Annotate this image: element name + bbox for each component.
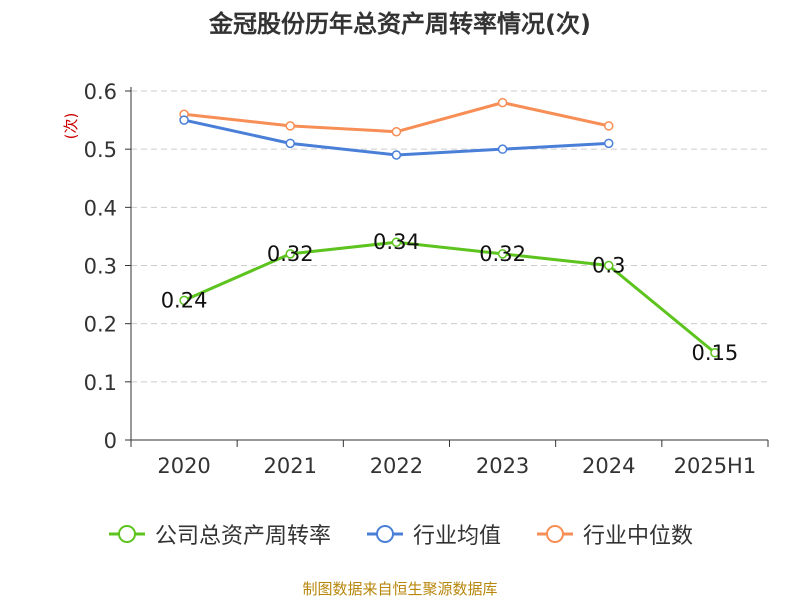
legend-marker-icon <box>537 525 573 543</box>
y-tick-label: 0.5 <box>84 138 117 162</box>
legend: 公司总资产周转率 行业均值 行业中位数 <box>0 518 800 550</box>
data-point <box>604 138 614 149</box>
x-tick-label: 2023 <box>476 454 529 478</box>
data-point <box>604 121 614 131</box>
y-tick-label: 0.4 <box>84 196 117 220</box>
data-label: 0.3 <box>592 254 625 278</box>
series-line-0 <box>183 240 716 354</box>
y-tick-label: 0.2 <box>84 313 117 337</box>
source-note: 制图数据来自恒生聚源数据库 <box>302 580 498 598</box>
legend-label: 行业中位数 <box>583 524 694 549</box>
legend-item-1[interactable]: 行业均值 <box>365 518 501 550</box>
data-point <box>497 144 508 154</box>
x-tick-label: 2020 <box>157 454 210 478</box>
legend-item-2[interactable]: 行业中位数 <box>535 518 693 550</box>
data-label: 0.34 <box>373 230 420 254</box>
y-tick-label: 0 <box>104 429 117 453</box>
legend-marker-icon <box>366 525 403 543</box>
legend-marker-icon <box>108 525 145 543</box>
legend-item-0[interactable]: 公司总资产周转率 <box>107 518 331 550</box>
x-tick-label: 2021 <box>264 454 317 478</box>
x-tick-label: 2024 <box>582 454 635 478</box>
data-point <box>285 121 295 131</box>
data-point <box>497 249 508 259</box>
data-point <box>391 237 402 247</box>
data-point <box>391 150 402 160</box>
legend-label: 公司总资产周转率 <box>154 524 331 549</box>
y-tick-label: 0.6 <box>84 80 117 104</box>
data-point <box>710 348 720 358</box>
y-tick-label: 0.3 <box>84 255 117 279</box>
data-point <box>285 249 295 259</box>
x-tick-label: 2025H1 <box>674 454 757 478</box>
data-point <box>497 97 508 108</box>
data-point <box>285 138 295 149</box>
y-axis-label: (次) <box>62 113 80 140</box>
data-label: 0.15 <box>692 341 739 365</box>
x-tick-label: 2022 <box>370 454 423 478</box>
data-point <box>604 260 614 271</box>
data-label: 0.32 <box>479 242 526 266</box>
legend-label: 行业均值 <box>412 524 501 549</box>
chart-title: 金冠股份历年总资产周转率情况(次) <box>209 10 591 38</box>
data-label: 0.32 <box>267 242 314 266</box>
series-line-1 <box>183 118 609 157</box>
data-label: 0.24 <box>161 288 208 312</box>
data-point <box>391 126 402 137</box>
data-point <box>179 295 189 306</box>
data-point <box>179 115 189 125</box>
y-tick-label: 0.1 <box>84 371 117 395</box>
